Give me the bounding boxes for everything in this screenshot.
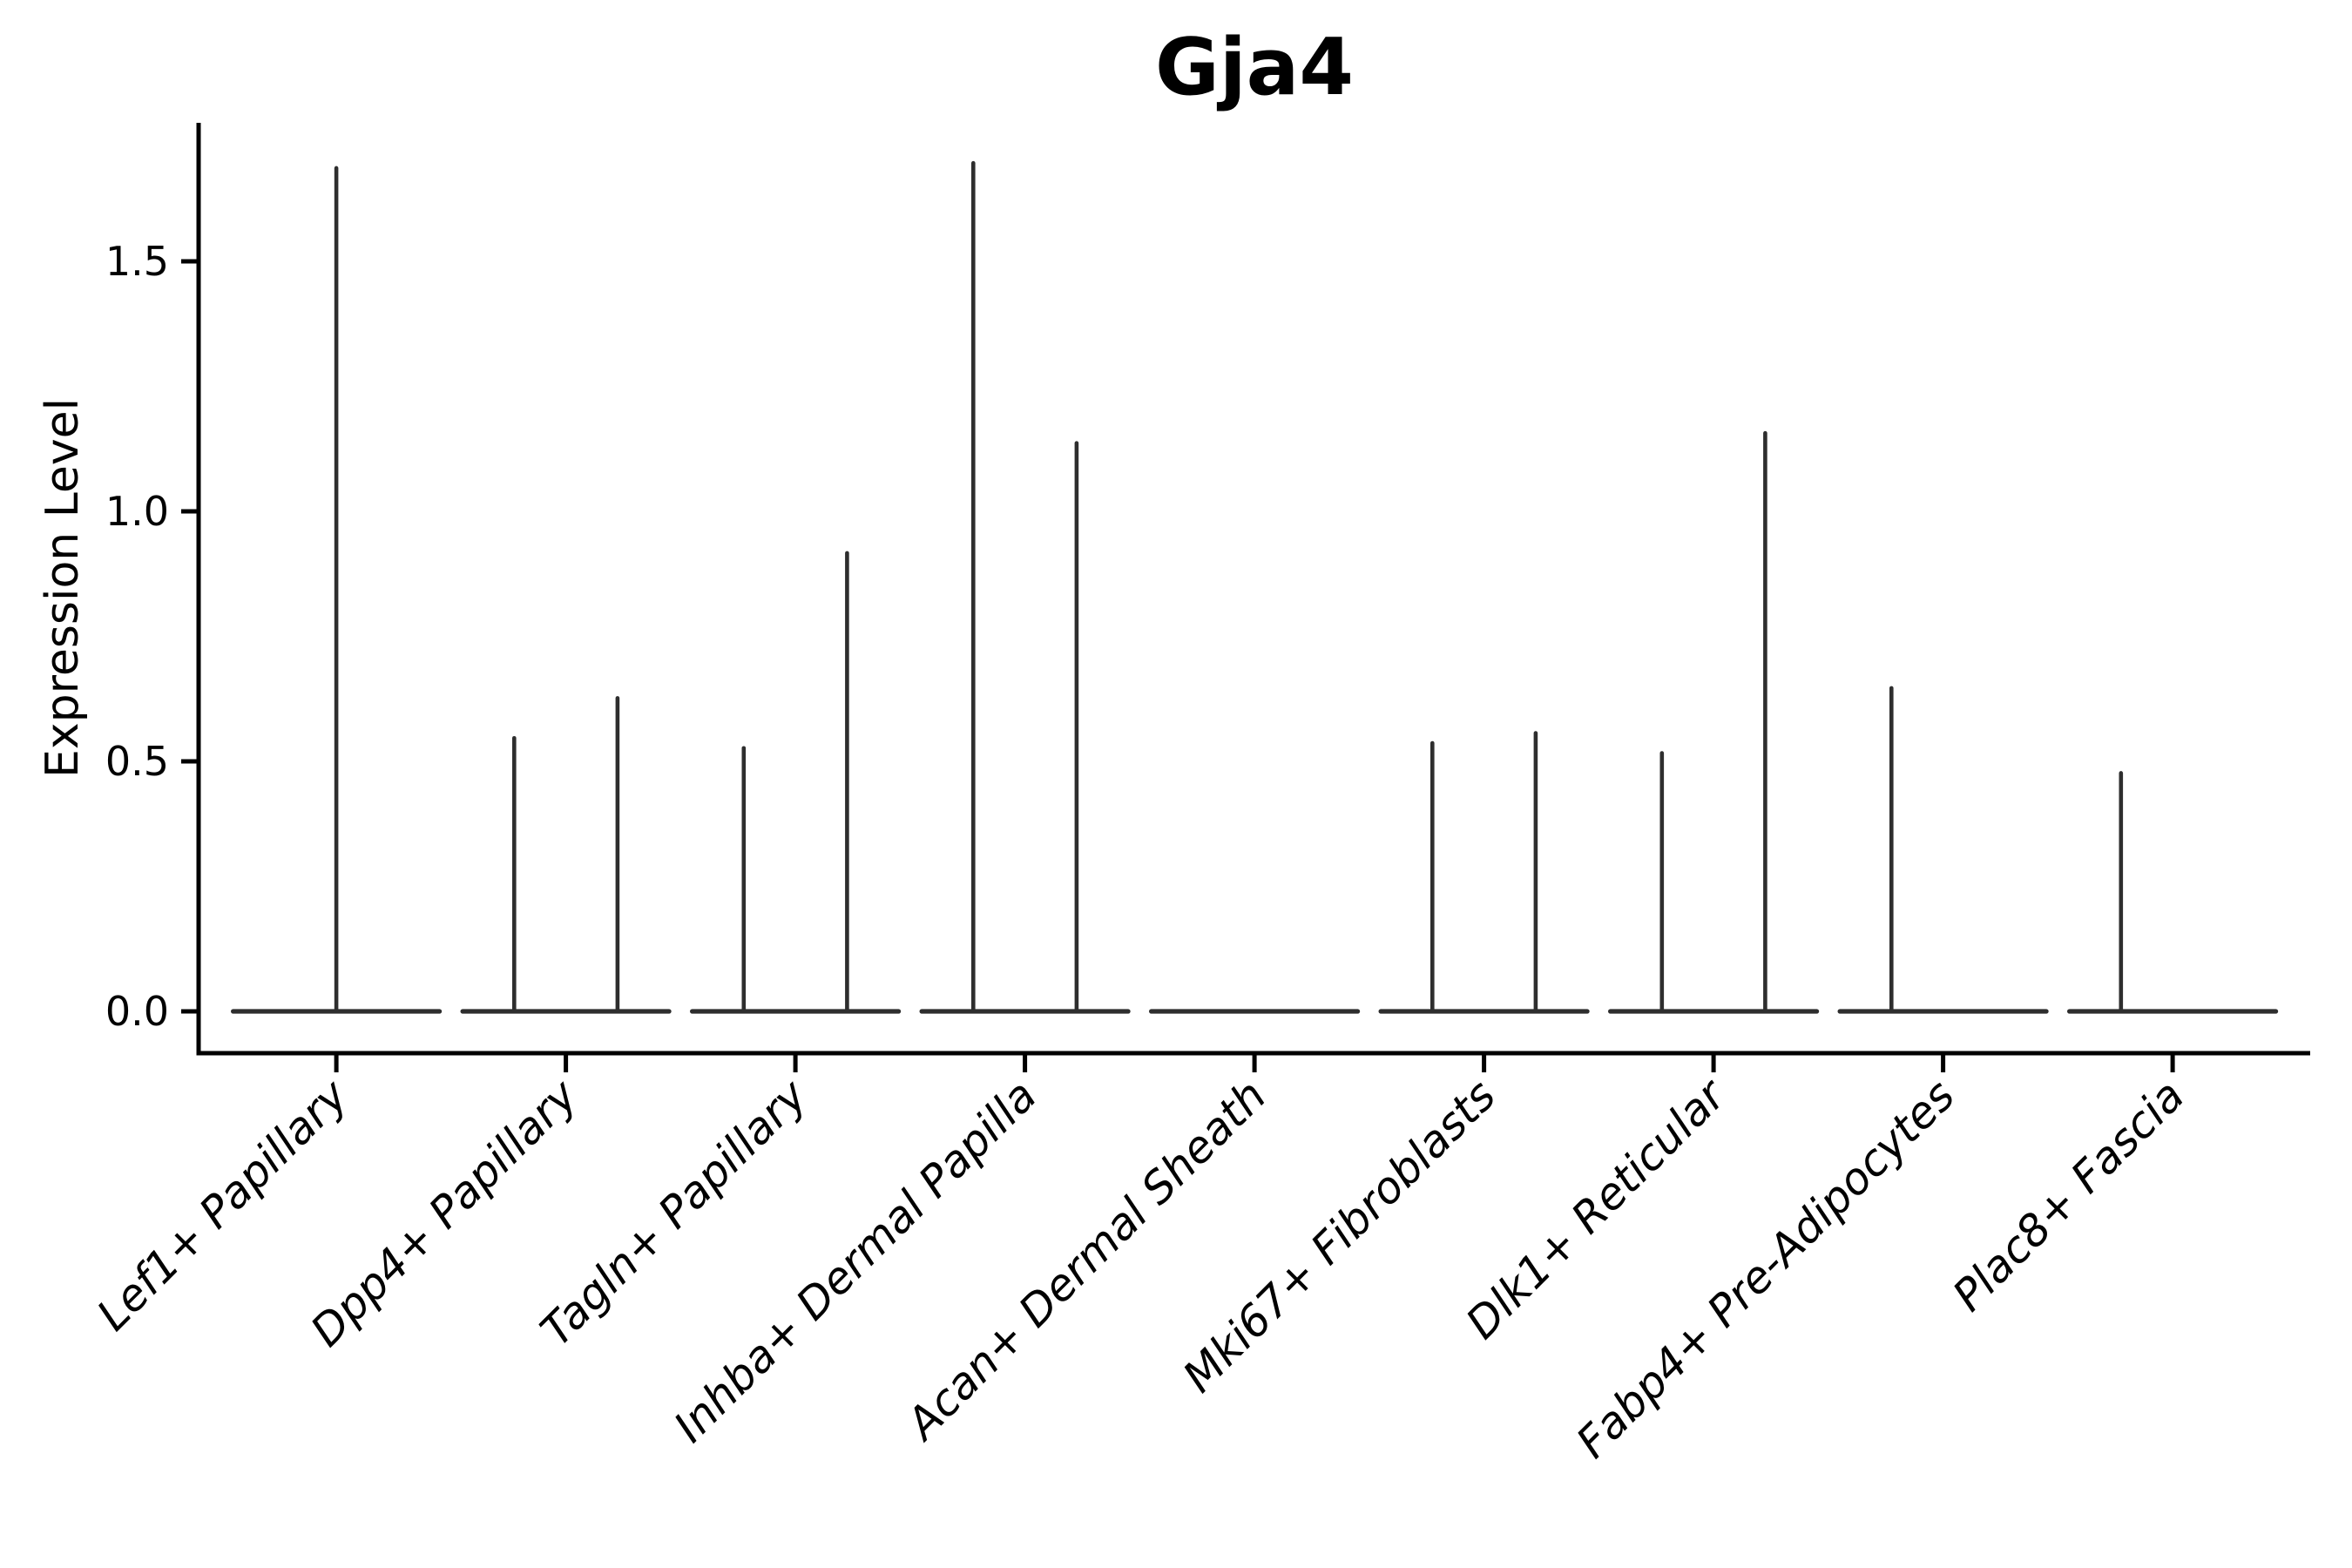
- y-tick-label: 0.5: [105, 738, 169, 785]
- x-tick-label: Inhba+ Dermal Papilla: [665, 1070, 1046, 1451]
- x-tick-label: Plac8+ Fascia: [1943, 1070, 2194, 1321]
- chart-title: Gja4: [1154, 22, 1355, 113]
- x-tick-label: Fabp4+ Pre-Adipocytes: [1567, 1070, 1965, 1468]
- y-tick-label: 0.0: [105, 988, 169, 1035]
- x-tick-label: Lef1+ Papillary: [87, 1069, 358, 1340]
- y-tick-label: 1.5: [105, 238, 169, 285]
- y-tick-label: 1.0: [105, 488, 169, 535]
